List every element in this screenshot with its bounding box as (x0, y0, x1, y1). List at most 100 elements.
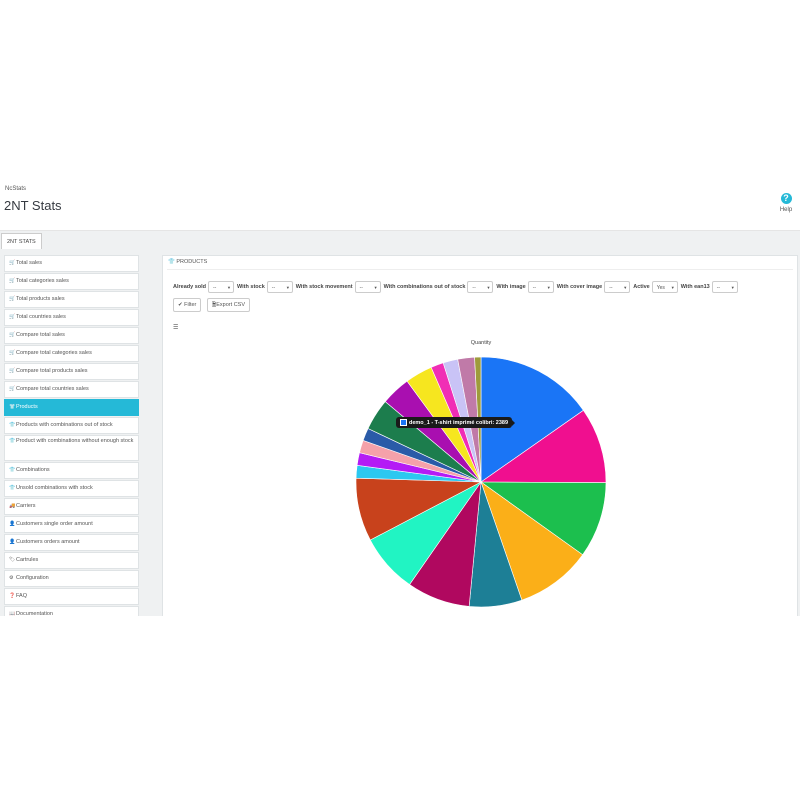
check-icon: ✔ (178, 301, 183, 308)
filter-label: With combinations out of stock (383, 283, 466, 290)
sidebar-item[interactable]: 👤Customers single order amount (4, 516, 139, 533)
filter-select[interactable]: -- ▼ (527, 280, 554, 293)
tab-2nt-stats[interactable]: 2NT STATS (1, 233, 42, 250)
sidebar-item-label: Configuration (16, 575, 49, 581)
filter-select-value: -- (716, 284, 721, 291)
sidebar-item[interactable]: 👕Combinations (4, 462, 139, 479)
filter-select[interactable]: Yes ▼ (651, 280, 678, 293)
sidebar-item-label: Total products sales (16, 296, 65, 302)
sidebar-item[interactable]: ❓FAQ (4, 588, 139, 605)
export-csv-label: Export CSV (216, 301, 245, 308)
sidebar-item[interactable]: 👕Unsold combinations with stock (4, 480, 139, 497)
tab-bar: 2NT STATS (0, 230, 800, 250)
pie-slice-1[interactable] (480, 409, 607, 483)
user-icon: 👤 (9, 521, 16, 527)
panel-heading: 👕 PRODUCTS (168, 259, 207, 265)
pie-slice-0[interactable] (480, 356, 584, 483)
filter-label: With cover image (556, 283, 603, 290)
sidebar-item-label: Compare total countries sales (16, 386, 89, 392)
tag-icon: 🏷 (9, 557, 16, 563)
sidebar-item-label: Total countries sales (16, 314, 66, 320)
sidebar-item[interactable]: 🛒Total sales (4, 255, 139, 272)
gears-icon: ⚙ (9, 575, 14, 581)
sidebar-item[interactable]: 📖Documentation (4, 606, 139, 616)
filter-select[interactable]: -- ▼ (266, 280, 293, 293)
filter-select-value: -- (271, 284, 276, 291)
cart-icon: 🛒 (9, 260, 16, 266)
caret-down-icon: ▼ (486, 284, 491, 290)
sidebar-item-label: FAQ (16, 593, 28, 599)
sidebar-item[interactable]: 🛒Total countries sales (4, 309, 139, 326)
filter-label: Already sold (173, 283, 207, 290)
filter-select[interactable]: -- ▼ (711, 280, 738, 293)
filter-select[interactable]: -- ▼ (467, 280, 494, 293)
sidebar-item[interactable]: ⚙ Configuration (4, 570, 139, 587)
cart-icon: 🛒 (9, 386, 16, 392)
cart-icon: 🛒 (9, 350, 16, 356)
filter-select[interactable]: -- ▼ (354, 280, 381, 293)
question-icon: ❓ (9, 593, 16, 599)
sidebar-item[interactable]: 👕Product with combinations without enoug… (4, 435, 139, 461)
caret-down-icon: ▼ (285, 284, 290, 290)
page-title: 2NT Stats (4, 198, 62, 213)
action-buttons: ✔ Filter 🗎Export CSV (173, 296, 251, 314)
caret-down-icon: ▼ (730, 284, 735, 290)
pie-slice-2[interactable] (480, 481, 607, 556)
sidebar-item[interactable]: 🚚Carriers (4, 498, 139, 515)
caret-down-icon: ▼ (623, 284, 628, 290)
sidebar-item-label: Unsold combinations with stock (16, 485, 93, 491)
tooltip-text: demo_1 - T-shirt imprimé colibri: 2389 (409, 419, 509, 426)
sidebar-item[interactable]: 🏷Cartrules (4, 552, 139, 569)
user-icon: 👤 (9, 539, 16, 545)
sidebar-item[interactable]: 🛒Total categories sales (4, 273, 139, 290)
pie-slice-3[interactable] (480, 481, 584, 601)
sidebar-item[interactable]: 🛒Compare total countries sales (4, 381, 139, 398)
filter-select-value: -- (532, 284, 537, 291)
sidebar-item[interactable]: 🛒Compare total categories sales (4, 345, 139, 362)
breadcrumb[interactable]: NcStats (5, 186, 27, 192)
filter-label: With image (496, 283, 526, 290)
sidebar-item[interactable]: 🛒Total products sales (4, 291, 139, 308)
sidebar-item-label: Total sales (16, 260, 42, 266)
export-csv-button[interactable]: 🗎Export CSV (206, 297, 250, 312)
filter-button-label: Filter (184, 301, 197, 308)
cart-icon: 🛒 (9, 296, 16, 302)
tshirt-icon: 👕 (9, 485, 16, 491)
filter-label: With ean13 (680, 283, 710, 290)
sidebar-item-label: Total categories sales (16, 278, 69, 284)
tshirt-icon: 👕 (9, 404, 16, 410)
tshirt-icon: 👕 (9, 438, 16, 444)
truck-icon: 🚚 (9, 503, 16, 509)
sidebar-item-label: Combinations (16, 467, 50, 473)
book-icon: 📖 (9, 611, 16, 616)
tooltip-swatch (400, 419, 407, 426)
cart-icon: 🛒 (9, 278, 16, 284)
list-icon[interactable]: ☰ (173, 325, 179, 331)
filter-button[interactable]: ✔ Filter (173, 297, 202, 312)
caret-down-icon: ▼ (546, 284, 551, 290)
sidebar-item-label: Product with combinations without enough… (16, 438, 134, 444)
sidebar-item[interactable]: 🛒Compare total sales (4, 327, 139, 344)
help-label: Help (779, 207, 793, 213)
sidebar-item-label: Products with combinations out of stock (16, 422, 113, 428)
cart-icon: 🛒 (9, 314, 16, 320)
sidebar-item[interactable]: 🛒Compare total products sales (4, 363, 139, 380)
filter-select[interactable]: -- ▼ (208, 280, 235, 293)
sidebar-item-label: Documentation (16, 611, 53, 616)
sidebar-item[interactable]: 👕Products with combinations out of stock (4, 417, 139, 434)
sidebar-item-label: Compare total products sales (16, 368, 88, 374)
cart-icon: 🛒 (9, 368, 16, 374)
panel-heading-label: PRODUCTS (176, 259, 208, 265)
sidebar-item-label: Cartrules (16, 557, 39, 563)
sidebar-item-label: Customers single order amount (16, 521, 93, 527)
filter-select-value: Yes (656, 284, 665, 291)
sidebar-item[interactable]: 👤Customers orders amount (4, 534, 139, 551)
help-button[interactable]: ? Help (776, 193, 796, 213)
pie-chart (355, 356, 607, 608)
sidebar-item[interactable]: 👕Products (4, 399, 139, 416)
file-icon: 🗎 (211, 301, 217, 308)
filter-label: With stock movement (295, 283, 353, 290)
sidebar-item-label: Customers orders amount (16, 539, 80, 545)
filter-select[interactable]: -- ▼ (604, 280, 631, 293)
sidebar-item-label: Products (16, 404, 38, 410)
